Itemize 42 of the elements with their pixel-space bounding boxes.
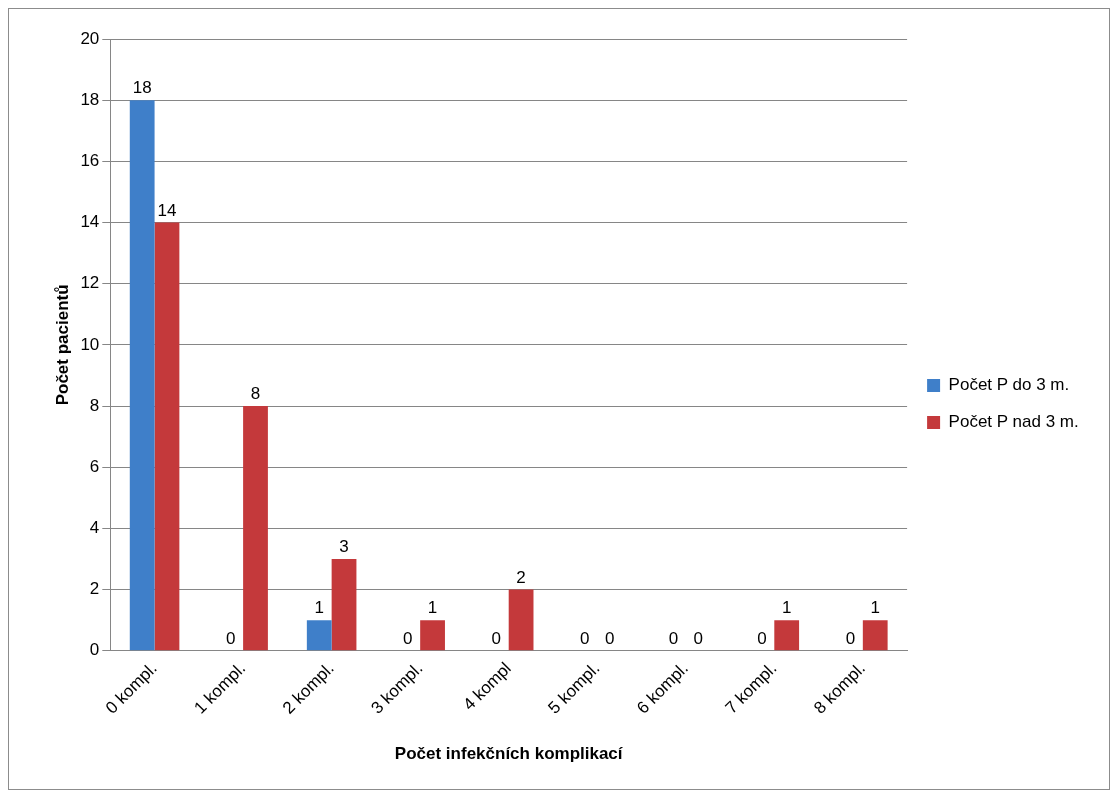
bar: [306, 620, 332, 651]
y-tick-label: 16: [80, 151, 100, 171]
data-label: 18: [132, 78, 152, 98]
y-tick-label: 18: [80, 89, 100, 109]
legend-label: Počet P nad 3 m.: [948, 412, 1079, 432]
y-tick-label: 10: [80, 334, 100, 354]
data-label: 0: [604, 628, 615, 648]
data-label: 3: [339, 537, 349, 557]
y-tick-label: 4: [89, 518, 100, 538]
data-label: 1: [427, 598, 438, 618]
data-label: 0: [225, 628, 236, 648]
y-axis-title: Počet pacientů: [52, 284, 72, 406]
data-label: 0: [845, 628, 856, 648]
x-axis-title: Počet infekčních komplikací: [394, 744, 624, 764]
bar: [508, 589, 534, 651]
y-tick-label: 14: [80, 212, 100, 232]
data-label: 1: [781, 598, 792, 618]
y-tick-label: 8: [89, 395, 100, 415]
data-label: 2: [516, 567, 526, 587]
data-label: 0: [580, 628, 590, 648]
data-label: 0: [668, 628, 679, 648]
data-label: 14: [157, 200, 177, 220]
y-tick-label: 2: [89, 579, 100, 599]
data-label: 1: [314, 598, 324, 618]
data-label: 0: [693, 628, 703, 648]
bar: [129, 100, 155, 651]
bar: [420, 620, 445, 651]
bar: [774, 620, 800, 651]
bar: [862, 620, 888, 651]
bar: [243, 406, 268, 651]
y-tick-label: 20: [80, 28, 100, 48]
data-label: 0: [403, 628, 413, 648]
y-tick-label: 12: [80, 273, 100, 293]
data-label: 0: [757, 628, 767, 648]
bar: [154, 222, 180, 651]
data-label: 0: [491, 628, 502, 648]
y-tick-label: 6: [89, 456, 100, 476]
y-tick-label: 0: [89, 640, 100, 660]
data-label: 1: [870, 598, 880, 618]
legend-label: Počet P do 3 m.: [948, 375, 1070, 395]
bar: [331, 558, 357, 651]
data-label: 8: [250, 384, 261, 404]
